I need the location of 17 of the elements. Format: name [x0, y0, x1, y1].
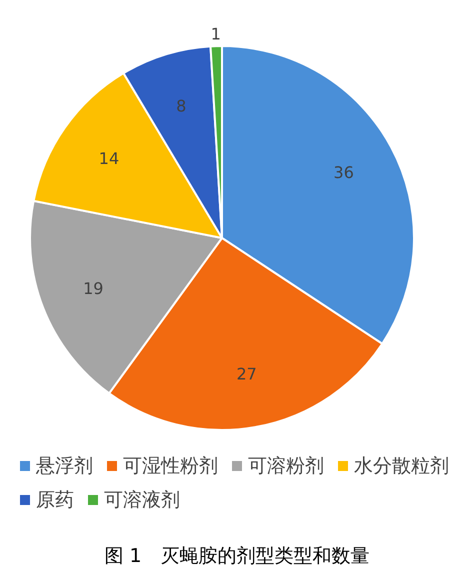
- data-label: 19: [83, 279, 104, 298]
- text: 图 1 灭蝇胺的剂型类型和数量: [104, 545, 370, 567]
- legend-item: 可溶液剂: [88, 489, 180, 511]
- legend-item: 水分散粒剂: [338, 455, 449, 477]
- legend-label: 可溶粉剂: [248, 455, 324, 477]
- data-label: 27: [236, 364, 257, 384]
- legend-item: 原药: [20, 489, 74, 511]
- data-label: 1: [210, 24, 221, 44]
- legend-label: 可溶液剂: [104, 489, 180, 511]
- data-label: 8: [176, 96, 186, 116]
- data-label: 14: [98, 148, 120, 168]
- legend-item: 可溶粉剂: [232, 455, 324, 477]
- legend-label: 原药: [36, 489, 74, 511]
- legend-item: 可湿性粉剂: [107, 455, 218, 477]
- legend-item: 悬浮剂: [20, 455, 93, 477]
- data-label: 36: [334, 162, 354, 182]
- legend-label: 悬浮剂: [35, 455, 93, 477]
